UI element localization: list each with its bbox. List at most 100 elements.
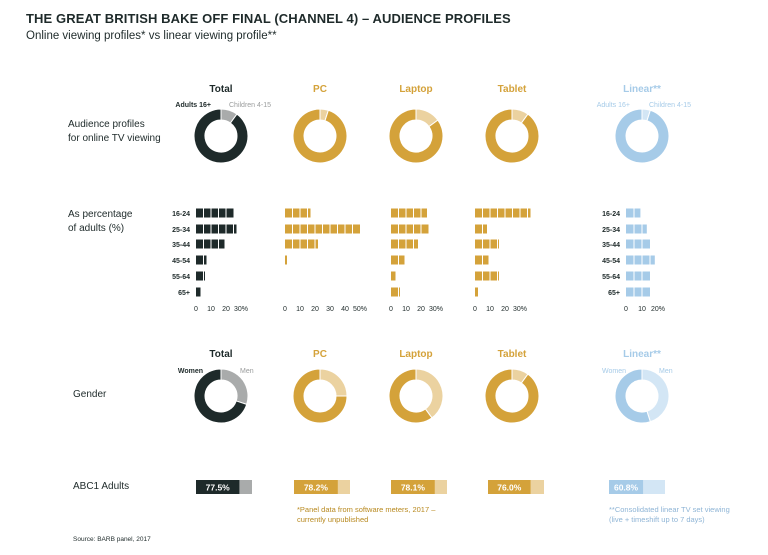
legend-men-linear: Men — [659, 368, 673, 375]
bar-tablet-55-64 — [475, 271, 499, 281]
abc1-value-total: 77.5% — [206, 483, 231, 493]
abc1-value-tablet: 76.0% — [497, 483, 522, 493]
tick-tablet-0: 0 — [473, 306, 477, 313]
gender-column-header-laptop: Laptop — [399, 349, 432, 360]
bar-tablet-16-24 — [475, 208, 531, 218]
bar-total-16-24 — [196, 208, 234, 218]
bar-laptop-25-34 — [391, 224, 429, 234]
panel-footnote: *Panel data from software meters, 2017 –… — [297, 505, 435, 525]
tick-total-2: 20 — [222, 306, 230, 313]
legend-children-total: Children 4-15 — [229, 102, 271, 109]
age-label-linear-25-34: 25-34 — [602, 227, 620, 234]
row-label-age-line-2: of adults (%) — [68, 223, 124, 234]
bar-total-25-34 — [196, 224, 237, 234]
age-label-linear-35-44: 35-44 — [602, 242, 620, 249]
gender-column-header-linear: Linear** — [623, 349, 661, 360]
gender-donut-slice-main-total — [193, 368, 248, 424]
tick-linear-0: 0 — [624, 306, 628, 313]
bar-tablet-35-44 — [475, 239, 499, 249]
source-note: Source: BARB panel, 2017 — [73, 536, 151, 543]
bar-laptop-45-54 — [391, 255, 405, 265]
gender-column-header-pc: PC — [313, 349, 327, 360]
row-label-audience-line-2: for online TV viewing — [68, 133, 161, 144]
legend-adults-total: Adults 16+ — [175, 102, 211, 109]
age-label-total-55-64: 55-64 — [172, 274, 190, 281]
legend-women-total: Women — [178, 368, 203, 375]
abc1-value-laptop: 78.1% — [401, 483, 426, 493]
column-header-linear: Linear** — [623, 84, 661, 95]
column-header-total: Total — [209, 84, 232, 95]
gender-donut-slice-main-linear — [614, 368, 651, 424]
bar-total-55-64 — [196, 271, 205, 281]
row-label-age-line-1: As percentage — [68, 209, 133, 220]
chart-subtitle: Online viewing profiles* vs linear viewi… — [26, 30, 277, 42]
tick-pc-2: 20 — [311, 306, 319, 313]
bar-total-65 — [196, 287, 201, 297]
column-header-tablet: Tablet — [498, 84, 527, 95]
abc1-bar-laptop — [391, 480, 435, 494]
tick-pc-5: 50% — [353, 306, 367, 313]
column-header-pc: PC — [313, 84, 327, 95]
age-donut-slice-main-linear — [614, 108, 670, 164]
bar-total-35-44 — [196, 239, 225, 249]
tick-total-0: 0 — [194, 306, 198, 313]
tick-tablet-1: 10 — [486, 306, 494, 313]
bar-pc-45-54 — [285, 255, 287, 265]
bar-linear-55-64 — [626, 271, 650, 281]
column-header-laptop: Laptop — [399, 84, 432, 95]
age-donut-slice-main-pc — [292, 108, 348, 164]
age-label-total-65: 65+ — [178, 290, 190, 297]
tick-linear-1: 10 — [638, 306, 646, 313]
bar-linear-45-54 — [626, 255, 655, 265]
gender-donut-slice-secondary-laptop — [415, 368, 444, 419]
gender-donut-slice-secondary-pc — [319, 368, 348, 397]
age-label-linear-55-64: 55-64 — [602, 274, 620, 281]
bar-tablet-65 — [475, 287, 478, 297]
bar-linear-16-24 — [626, 208, 641, 218]
bar-laptop-65 — [391, 287, 400, 297]
bar-pc-16-24 — [285, 208, 311, 218]
panel-footnote-line-1: *Panel data from software meters, 2017 – — [297, 505, 436, 514]
bar-laptop-16-24 — [391, 208, 427, 218]
bar-laptop-55-64 — [391, 271, 396, 281]
age-donut-slice-main-laptop — [388, 108, 444, 164]
tick-pc-0: 0 — [283, 306, 287, 313]
age-donut-slice-main-tablet — [484, 108, 540, 164]
tick-tablet-2: 20 — [501, 306, 509, 313]
age-label-linear-65: 65+ — [608, 290, 620, 297]
tick-pc-3: 30 — [326, 306, 334, 313]
chart-title: THE GREAT BRITISH BAKE OFF FINAL (CHANNE… — [26, 11, 511, 26]
abc1-bar-pc — [294, 480, 338, 494]
tick-laptop-1: 10 — [402, 306, 410, 313]
gender-donut-slice-main-tablet — [484, 368, 540, 424]
age-label-linear-16-24: 16-24 — [602, 211, 620, 218]
tick-laptop-3: 30% — [429, 306, 443, 313]
tick-tablet-3: 30% — [513, 306, 527, 313]
tick-pc-1: 10 — [296, 306, 304, 313]
bar-linear-35-44 — [626, 239, 650, 249]
abc1-value-linear: 60.8% — [614, 483, 639, 493]
legend-men-total: Men — [240, 368, 254, 375]
bar-tablet-45-54 — [475, 255, 489, 265]
bar-pc-35-44 — [285, 239, 318, 249]
abc1-bar-linear — [609, 480, 644, 494]
row-label-audience-line-1: Audience profiles — [68, 119, 145, 130]
bar-tablet-25-34 — [475, 224, 487, 234]
abc1-bar-total — [196, 480, 240, 494]
age-label-total-35-44: 35-44 — [172, 242, 190, 249]
bar-laptop-35-44 — [391, 239, 418, 249]
age-label-total-45-54: 45-54 — [172, 258, 190, 265]
legend-women-linear: Women — [602, 368, 626, 375]
tick-pc-4: 40 — [341, 306, 349, 313]
tick-total-3: 30% — [234, 306, 248, 313]
tick-laptop-0: 0 — [389, 306, 393, 313]
linear-footnote: **Consolidated linear TV set viewing (li… — [609, 505, 730, 525]
panel-footnote-line-2: currently unpublished — [297, 515, 369, 524]
age-label-total-16-24: 16-24 — [172, 211, 190, 218]
gender-column-header-total: Total — [209, 349, 232, 360]
legend-children-linear: Children 4-15 — [649, 102, 691, 109]
tick-total-1: 10 — [207, 306, 215, 313]
linear-footnote-line-1: **Consolidated linear TV set viewing — [609, 505, 730, 514]
linear-footnote-line-2: (live + timeshift up to 7 days) — [609, 515, 705, 524]
